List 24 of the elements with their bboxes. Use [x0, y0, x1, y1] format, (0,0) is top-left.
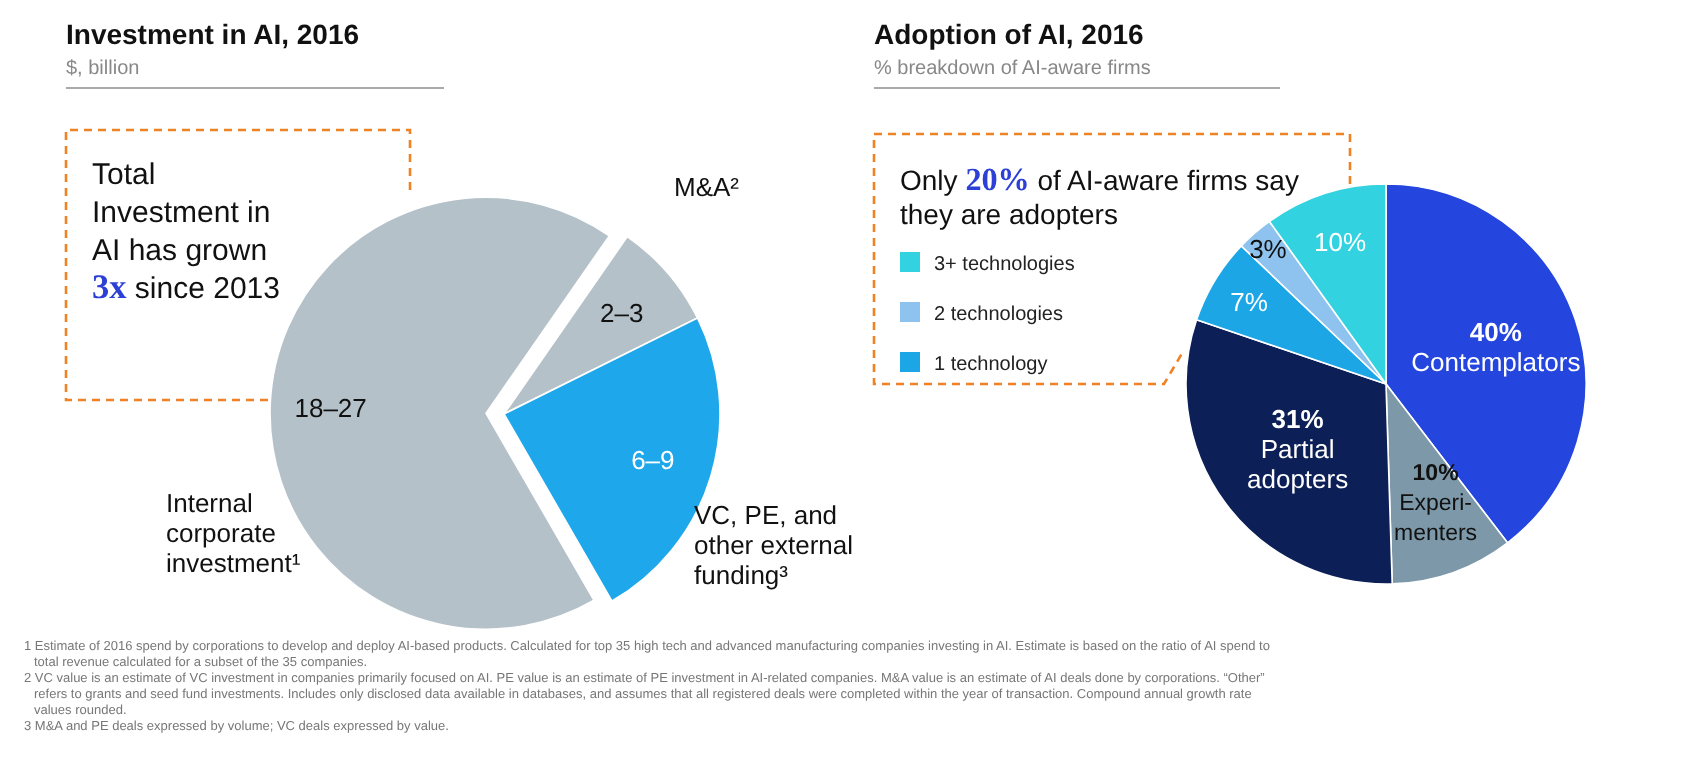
- text: Only 20% of AI-aware firms say they are adopters: [900, 164, 1299, 230]
- chart-subtitle: % breakdown of AI-aware firms: [874, 58, 1151, 80]
- data-label: 2–3: [600, 298, 644, 329]
- chart-subtitle: $, billion: [66, 58, 140, 80]
- slice-label: Experi-menters: [1394, 491, 1478, 546]
- slice-label: M&A²: [674, 172, 741, 202]
- text: Total Investment in AI has grown 3x since 2013: [92, 158, 280, 306]
- data-label: 3%: [1249, 234, 1288, 265]
- data-label: 6–9: [631, 444, 675, 475]
- data-label: 7%: [1230, 287, 1269, 318]
- data-label: 10%: [1314, 227, 1367, 258]
- slice-label: Internal corporate investment¹: [166, 488, 302, 578]
- chart-title: Adoption of AI, 2016: [874, 18, 1145, 50]
- data-label: 40%: [1469, 316, 1523, 347]
- data-label: 31%: [1271, 404, 1325, 435]
- legend-label: 1 technology: [934, 354, 1048, 376]
- slice-label: Partial adopters: [1247, 434, 1350, 495]
- slice-label: Contemplators: [1411, 346, 1582, 377]
- slice-label: VC, PE, and other external funding³: [694, 500, 854, 590]
- legend-label: 3+ technologies: [934, 254, 1075, 276]
- chart-title: Investment in AI, 2016: [66, 18, 360, 50]
- data-label: 18–27: [294, 392, 367, 423]
- legend-label: 2 technologies: [934, 304, 1063, 326]
- data-label: 10%: [1412, 461, 1459, 486]
